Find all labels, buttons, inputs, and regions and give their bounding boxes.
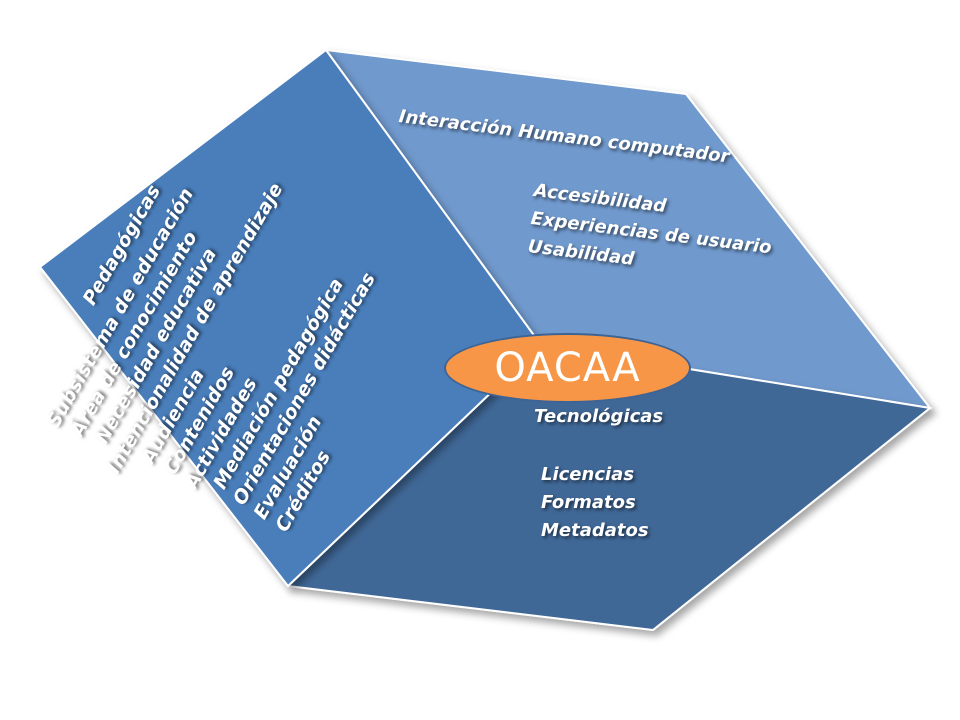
tecnologicas-title: Tecnológicas bbox=[534, 406, 664, 427]
tecnologicas-item-2: Formatos bbox=[541, 492, 636, 513]
tecnologicas-item-3: Metadatos bbox=[541, 520, 649, 541]
oacaa-label: OACAA bbox=[494, 345, 641, 391]
tecnologicas-item-1: Licencias bbox=[541, 464, 635, 485]
oacaa-center-badge: OACAA bbox=[444, 333, 691, 403]
